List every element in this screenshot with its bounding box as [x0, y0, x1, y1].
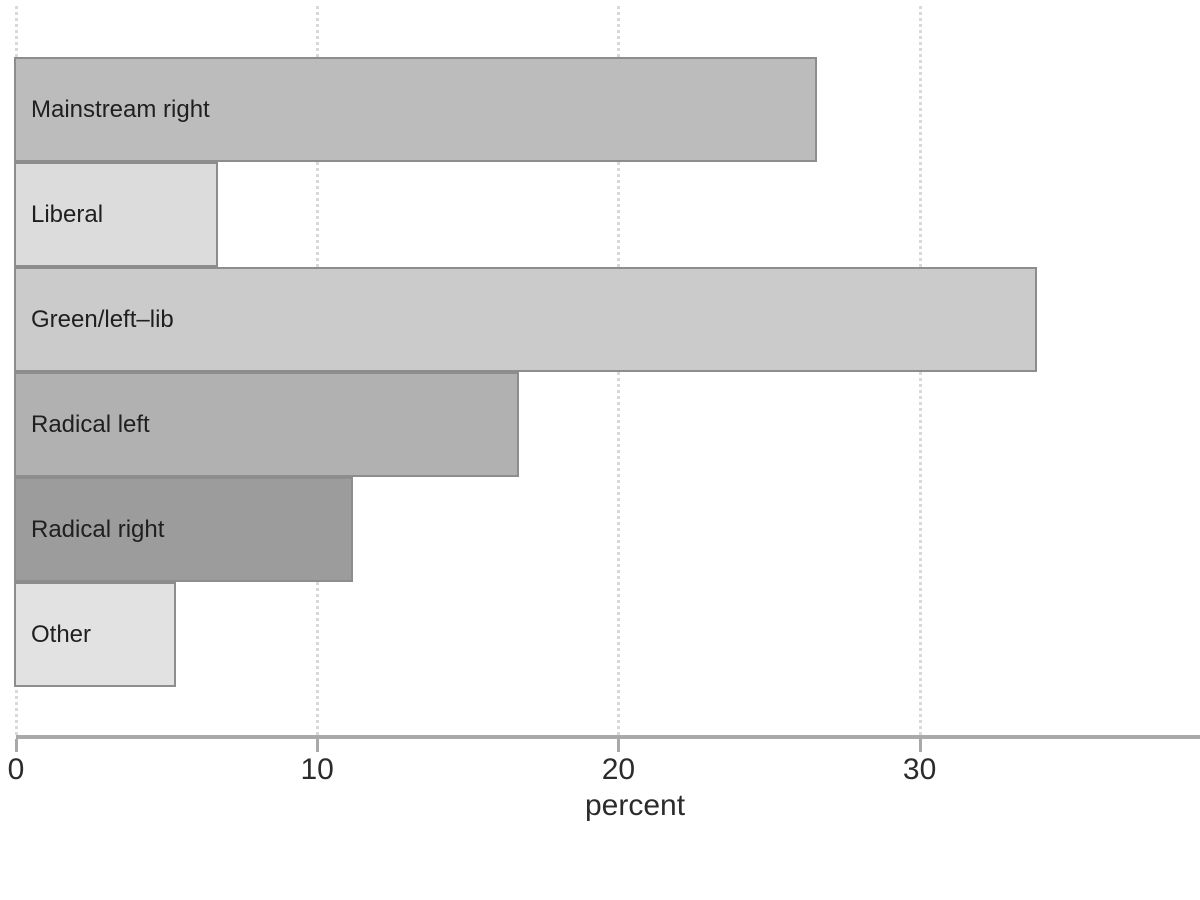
x-axis-line: [16, 735, 1200, 739]
tick-label: 10: [300, 753, 334, 786]
bar-label: Liberal: [31, 201, 104, 228]
bar: Liberal: [14, 162, 218, 267]
tick-label: 20: [601, 753, 636, 786]
bar: Radical right: [14, 477, 353, 582]
tick-mark: [316, 739, 320, 752]
bar-label: Other: [31, 621, 92, 648]
tick-mark: [918, 739, 922, 752]
bar-label: Radical left: [31, 411, 150, 438]
tick-label: 0: [7, 753, 25, 786]
bar: Mainstream right: [14, 57, 817, 162]
bar: Green/left–lib: [14, 267, 1037, 372]
tick-label: 30: [902, 753, 937, 786]
tick-mark: [617, 739, 621, 752]
x-axis-title: percent: [584, 789, 686, 822]
bar-label: Green/left–lib: [31, 306, 174, 333]
bar-label: Radical right: [31, 516, 165, 543]
bar-label: Mainstream right: [31, 96, 210, 123]
bar: Radical left: [14, 372, 519, 477]
bar: Other: [14, 582, 176, 687]
tick-mark: [15, 739, 18, 752]
